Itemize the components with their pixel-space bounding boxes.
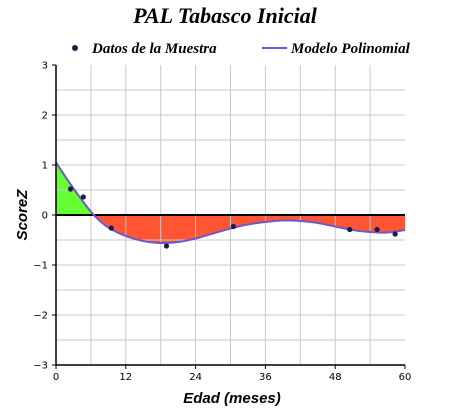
x-tick-label: 36 (259, 372, 272, 383)
series-line-modelo-polinomial (55, 161, 406, 245)
data-point-5 (347, 226, 353, 233)
y-tick-label: 3 (42, 61, 48, 72)
data-point-7 (392, 231, 398, 237)
data-point-1 (80, 194, 86, 200)
y-axis-label: ScoreZ (14, 189, 31, 241)
y-tick-label: 2 (42, 111, 48, 122)
y-tick-label: 1 (42, 161, 48, 172)
x-tick-label: 60 (399, 372, 412, 383)
chart-title: PAL Tabasco Inicial (132, 3, 318, 28)
y-tick-label: −2 (33, 311, 48, 322)
data-point-2 (108, 225, 114, 231)
x-tick-label: 48 (329, 372, 342, 383)
x-axis-label: Edad (meses) (183, 390, 281, 407)
legend-label-modelo: Modelo Polinomial (290, 41, 411, 57)
legend-marker-points (72, 45, 78, 51)
data-point-0 (67, 186, 74, 192)
legend: Datos de la Muestra Modelo Polinomial (72, 41, 411, 57)
data-point-3 (163, 243, 170, 249)
y-tick-label: −3 (33, 361, 48, 372)
sample-points-series (67, 186, 398, 249)
x-tick-label: 0 (53, 372, 59, 383)
y-tick-label: 0 (42, 211, 48, 222)
x-tick-label: 24 (189, 372, 202, 383)
grid-lines (56, 65, 405, 365)
data-point-6 (374, 226, 380, 233)
legend-label-datos: Datos de la Muestra (91, 41, 217, 57)
y-tick-label: −1 (33, 261, 48, 272)
data-point-4 (230, 223, 237, 230)
x-tick-label: 12 (119, 372, 132, 383)
polynomial-series (55, 161, 406, 245)
